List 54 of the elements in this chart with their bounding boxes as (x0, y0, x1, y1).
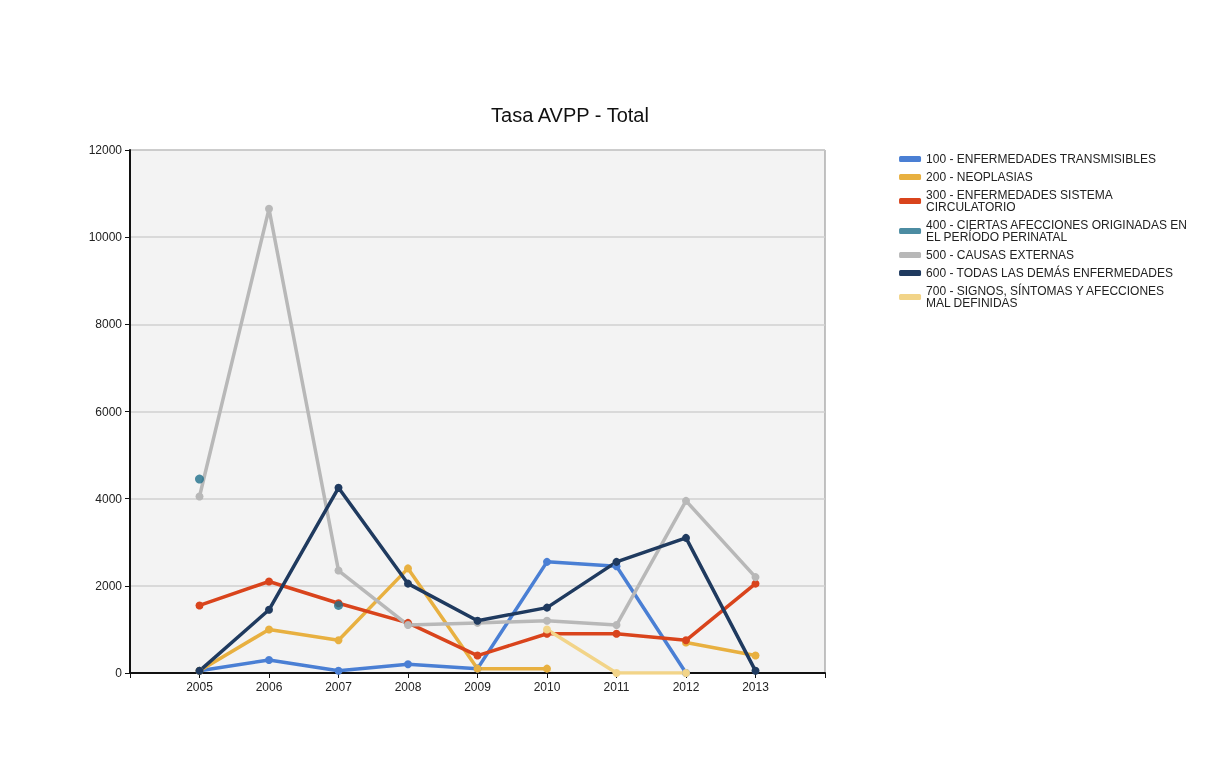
x-tick-label: 2012 (672, 680, 700, 694)
point (543, 603, 551, 612)
point (612, 629, 621, 638)
point (751, 573, 760, 582)
point (612, 669, 621, 677)
x-tick-label: 2007 (325, 680, 353, 694)
point (265, 577, 273, 586)
point (682, 533, 690, 542)
legend-label: 100 - ENFERMEDADES TRANSMISIBLES (926, 152, 1156, 166)
point (543, 664, 551, 673)
chart-title: Tasa AVPP - Total (491, 104, 649, 126)
point (195, 601, 204, 610)
y-tick-label: 6000 (95, 404, 123, 419)
legend-label: 500 - CAUSAS EXTERNAS (926, 248, 1075, 262)
y-tick-label: 8000 (95, 317, 123, 332)
point (543, 557, 551, 566)
y-tick-label: 10000 (88, 230, 123, 245)
x-tick-label: 2006 (255, 680, 283, 694)
y-tick-label: 12000 (88, 143, 123, 157)
point (195, 492, 204, 501)
legend-label: 600 - TODAS LAS DEMÁS ENFERMEDADES (926, 265, 1174, 280)
x-tick-label: 2005 (186, 680, 214, 694)
x-tick-label: 2009 (464, 680, 492, 694)
legend-label: 700 - SIGNOS, SÍNTOMAS Y AFECCIONES MAL DEFINIDAS (926, 283, 1168, 310)
point (265, 204, 273, 213)
y-tick-label: 4000 (95, 491, 123, 506)
point (404, 579, 412, 588)
point (334, 483, 343, 492)
point (195, 474, 204, 484)
point (404, 660, 412, 669)
x-tick-label: 2008 (394, 680, 422, 694)
point (473, 651, 482, 660)
point (612, 557, 621, 566)
point (334, 666, 343, 675)
y-tick-label: 0 (115, 666, 123, 680)
x-tick-label: 2011 (603, 680, 630, 694)
point (751, 666, 760, 675)
point (334, 566, 343, 575)
point (334, 636, 343, 645)
legend-label: 200 - NEOPLASIAS (926, 170, 1033, 184)
y-tick-label: 2000 (95, 578, 123, 593)
point (404, 564, 412, 573)
point (265, 605, 273, 614)
point (682, 496, 690, 505)
point (612, 621, 621, 630)
legend-label: 400 - CIERTAS AFECCIONES ORIGINADAS EN EL PERÍODO PERINATAL (926, 218, 1191, 244)
point (543, 625, 551, 634)
point (543, 616, 551, 625)
legend-label: 300 - ENFERMEDADES SISTEMA CIRCULATORIO (926, 188, 1116, 214)
point (265, 655, 273, 664)
point (265, 625, 273, 634)
x-tick-label: 2013 (742, 680, 770, 694)
x-tick-label: 2010 (533, 680, 561, 694)
point (751, 651, 760, 660)
